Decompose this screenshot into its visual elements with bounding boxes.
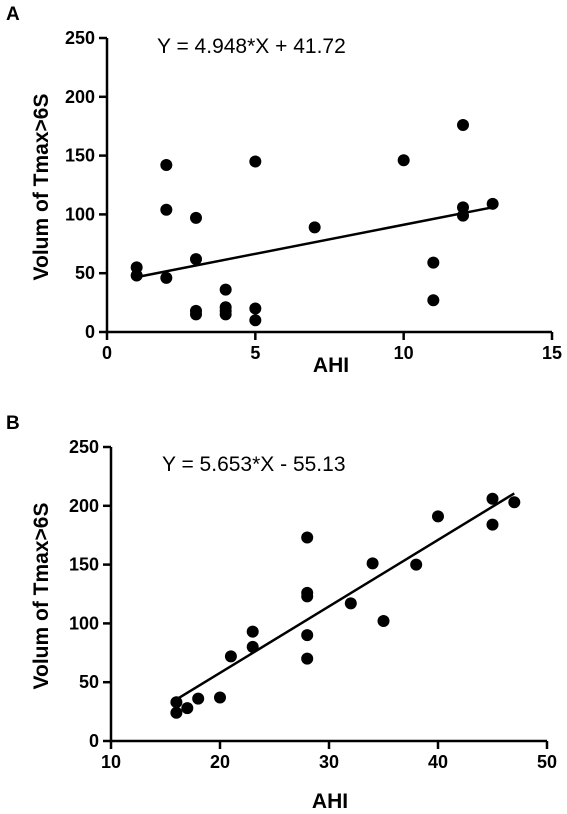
y-tick-label: 0	[85, 322, 95, 342]
data-point	[214, 691, 226, 704]
y-tick-label: 250	[69, 437, 99, 457]
y-tick-label: 200	[65, 87, 95, 107]
data-point	[249, 314, 262, 327]
y-tick-label: 0	[89, 731, 99, 751]
data-point	[301, 531, 314, 544]
data-point	[301, 590, 314, 603]
data-point	[427, 294, 440, 307]
data-point	[190, 253, 202, 266]
data-point	[160, 203, 173, 216]
data-point	[192, 692, 205, 705]
data-point	[366, 557, 379, 570]
regression-line	[136, 206, 493, 279]
data-point	[457, 119, 469, 132]
data-point	[344, 597, 357, 610]
y-axis-title: Volum of Tmax>6S	[30, 94, 53, 281]
y-tick-label: 200	[69, 496, 99, 516]
data-point	[457, 209, 469, 222]
x-tick-label: 5	[250, 343, 260, 363]
data-point	[181, 702, 194, 715]
data-point	[160, 271, 173, 284]
data-point	[219, 283, 232, 296]
y-tick-label: 50	[79, 672, 99, 692]
y-tick-label: 150	[65, 146, 95, 166]
y-tick-label: 100	[65, 204, 95, 224]
x-tick-label: 50	[537, 752, 557, 772]
data-point	[170, 696, 183, 709]
x-tick-label: 10	[101, 752, 121, 772]
data-point	[224, 650, 237, 663]
x-axis-title: AHI	[313, 354, 349, 377]
data-point	[410, 558, 423, 571]
data-point	[486, 492, 499, 505]
regression-line	[175, 492, 515, 701]
x-tick-label: 15	[542, 343, 562, 363]
regression-equation: Y = 5.653*X - 55.13	[162, 453, 346, 476]
data-point	[301, 652, 314, 665]
data-point	[427, 256, 440, 269]
data-point	[160, 159, 173, 172]
x-tick-label: 0	[102, 343, 112, 363]
data-point	[190, 308, 202, 321]
data-point	[130, 261, 143, 274]
x-tick-label: 40	[428, 752, 448, 772]
data-point	[486, 518, 499, 531]
data-point	[486, 197, 499, 210]
data-point	[397, 154, 410, 167]
y-tick-label: 250	[65, 28, 95, 48]
data-point	[457, 201, 469, 214]
x-tick-label: 30	[319, 752, 339, 772]
data-point	[377, 615, 390, 628]
data-point	[246, 625, 259, 638]
x-axis-title: AHI	[312, 790, 348, 813]
ticks: 0 50 100 150 200 250 0 5 10 15	[65, 28, 562, 363]
panel-label: A	[6, 4, 20, 25]
data-point	[301, 629, 314, 642]
y-tick-label: 150	[69, 555, 99, 575]
panel-label: B	[6, 413, 20, 434]
panel-b: B Y = 5.653*X - 55.13 AHI Volum of Tmax>…	[6, 413, 557, 813]
panel-a: A Y = 4.948*X + 41.72 AHI Volum of Tmax>…	[6, 4, 562, 377]
y-tick-label: 50	[75, 263, 95, 283]
regression	[136, 206, 493, 279]
ticks: 0 50 100 150 200 250 10 20 30 40 50	[69, 437, 557, 772]
y-axis-title: Volum of Tmax>6S	[30, 503, 53, 690]
data-point	[219, 308, 232, 321]
data-point	[308, 221, 321, 234]
data-points	[170, 492, 521, 719]
data-point	[130, 269, 143, 282]
data-point	[190, 211, 202, 224]
axes	[105, 38, 552, 334]
data-point	[246, 640, 259, 653]
data-points	[130, 119, 499, 327]
data-point	[508, 496, 521, 509]
x-tick-label: 10	[394, 343, 414, 363]
x-tick-label: 20	[210, 752, 230, 772]
data-point	[249, 155, 262, 168]
regression-equation: Y = 4.948*X + 41.72	[157, 35, 346, 58]
regression	[175, 492, 515, 701]
y-tick-label: 100	[69, 613, 99, 633]
data-point	[249, 302, 262, 315]
data-point	[432, 510, 444, 523]
data-point	[170, 706, 183, 719]
